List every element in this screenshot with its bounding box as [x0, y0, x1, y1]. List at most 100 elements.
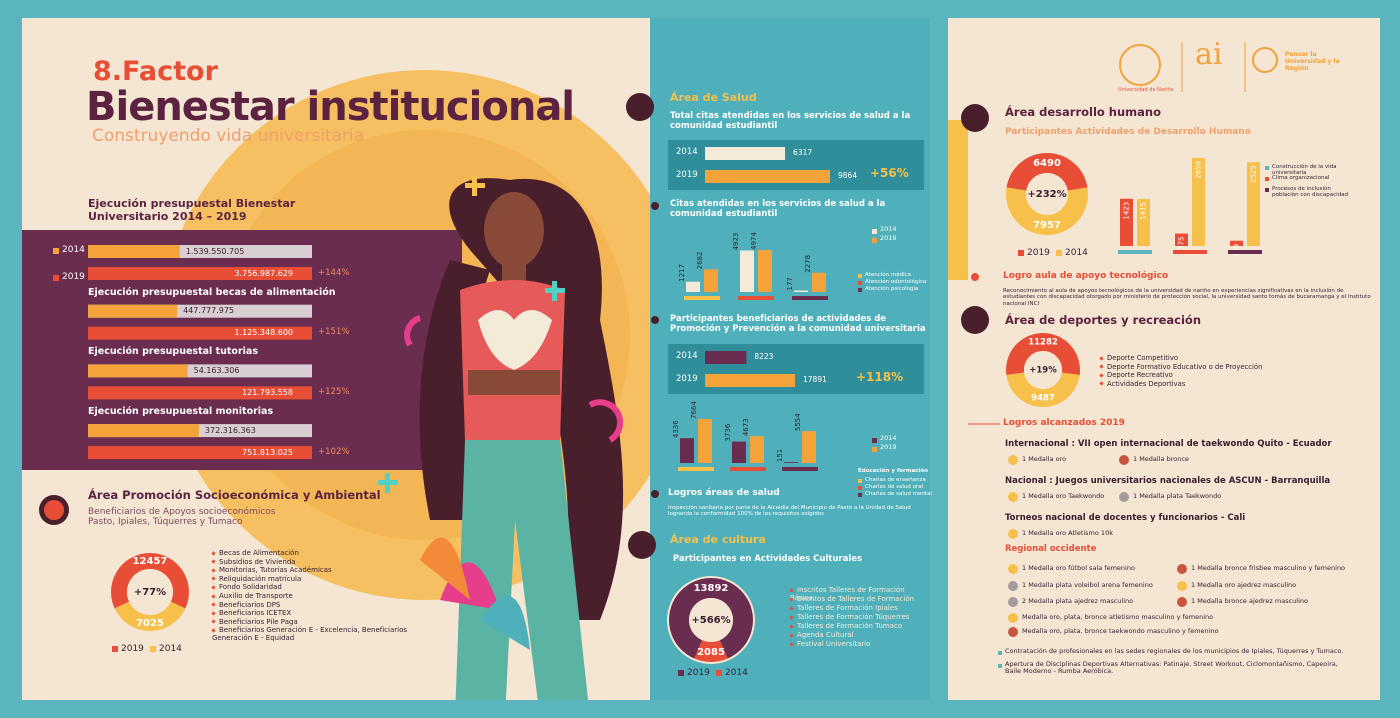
group-title: Ejecución presupuestal tutorias [88, 346, 258, 358]
bar [705, 351, 747, 364]
medal-label: 1 Medalla bronce ajedrez masculino [1191, 597, 1308, 605]
donut-value: 13892 [694, 583, 729, 594]
legend-label: Clima organizacional [1272, 175, 1330, 181]
category-bar [792, 296, 828, 300]
donut-segment [669, 578, 753, 659]
donut-hole [689, 598, 733, 642]
paragraph: Reconocimiento al aula de apoyos tecnoló… [1003, 288, 1371, 307]
legend-swatch [872, 238, 877, 243]
medal [1008, 597, 1018, 607]
list-item: Festival Universitario [790, 640, 925, 648]
list-item: Deporte Competitivo [1100, 354, 1178, 363]
medal [1008, 564, 1018, 574]
legend-swatch [1265, 188, 1269, 192]
bar [740, 250, 754, 292]
legend-swatch [872, 447, 877, 452]
change-label: +151% [318, 327, 350, 338]
strip [948, 120, 968, 280]
list-item: Deporte Recreativo [1100, 371, 1173, 380]
group-title: Internacional : VII open internacional d… [1005, 439, 1332, 449]
bar-value: 17891 [803, 375, 827, 384]
list-item: Agenda Cultural [790, 631, 925, 639]
legend-swatch [112, 646, 118, 652]
bar [705, 147, 786, 160]
year-label: 2014 [676, 351, 698, 361]
legend-label: 2014 [62, 245, 85, 255]
main-title: Bienestar institucional [86, 84, 575, 130]
group-title: Ejecución presupuestal monitorias [88, 406, 274, 418]
category-bar [678, 467, 714, 471]
donut-segment [1006, 187, 1088, 235]
legend-label: 2019 [880, 443, 897, 451]
list-item: Talleres de Formación Túquerres [790, 613, 925, 621]
bar [686, 281, 700, 292]
bar [680, 438, 694, 463]
bar [1175, 233, 1188, 246]
dot [651, 490, 659, 498]
medal [1119, 455, 1129, 465]
note-swatch [998, 651, 1002, 655]
factor: 8.Factor [93, 56, 218, 87]
donut-value: 11282 [1028, 338, 1058, 348]
bar [88, 386, 312, 400]
medal-label: 1 Medalla bronce [1133, 455, 1189, 463]
legend-label: Atención médica [865, 272, 911, 278]
dot [651, 202, 659, 210]
medal [1008, 455, 1018, 465]
dot [971, 273, 979, 281]
list-item: Talleres de Formación Ipiales [790, 604, 925, 612]
medal-label: 1 Medalla oro Taekwondo [1022, 492, 1105, 500]
bar-value: 751.813.025 [242, 447, 293, 457]
legend-label: Charlas de enseñanza [865, 477, 926, 483]
chart-title: Participantes en Actividades Culturales [673, 554, 863, 564]
medal [1008, 581, 1018, 591]
legend-label: 2019 [62, 272, 85, 282]
bar-value: 9864 [838, 171, 858, 180]
bar [88, 304, 178, 318]
bar [784, 462, 798, 463]
donut-change: +566% [691, 615, 730, 626]
legend-label: 2019 [1027, 248, 1050, 258]
category-bar [782, 467, 818, 471]
medal-label: 1 Medalla oro [1022, 455, 1067, 463]
note-swatch [998, 664, 1002, 668]
bar [704, 269, 718, 292]
bar-value: 1.125.348.600 [234, 328, 293, 338]
bar-value: 3.756.987.629 [234, 268, 293, 278]
legend-label: Construcción de la vida universitaria [1272, 164, 1337, 177]
medal-label: Medalla oro, plata, bronce atletismo mas… [1022, 613, 1214, 621]
legend-swatch [858, 479, 862, 483]
category-bar [730, 467, 766, 471]
bar-value: 1.539.550.705 [185, 246, 245, 256]
bar-value: 2682 [696, 252, 704, 270]
bar-value: 372.316.363 [204, 425, 256, 435]
donut-segment [694, 639, 728, 662]
list-item: Actividades Deportivas [1100, 380, 1185, 389]
change-label: +102% [318, 446, 350, 457]
bar-value: 177 [786, 277, 794, 290]
bar-value: 1415 [1140, 202, 1148, 220]
legend-swatch [678, 670, 684, 676]
medal-label: 1 Medalla plata voleibol arena femenino [1022, 581, 1153, 589]
bar-value: 7664 [690, 401, 698, 419]
section-title: Área de deportes y recreación [1005, 313, 1202, 327]
section-title: Logro aula de apoyo tecnológico [1003, 271, 1169, 281]
section-title: Área de Salud [670, 91, 757, 104]
list-item: Auxilio de Transporte [212, 592, 442, 600]
medal-label: 1 Medalla oro fútbol sala femenino [1022, 564, 1135, 572]
change-label: +144% [318, 267, 350, 278]
list-item: Deporte Formativo Educativo o de Proyecc… [1100, 363, 1262, 372]
bar [88, 267, 312, 280]
legend-swatch [858, 493, 862, 497]
legend-label: Charlas de salud mental [865, 491, 932, 497]
face [484, 192, 544, 268]
note: Contratación de profesionales en las sed… [1005, 647, 1344, 655]
bar [812, 272, 826, 292]
bar-value: 6317 [793, 148, 813, 157]
medal [1008, 529, 1018, 539]
legend-swatch [1056, 250, 1062, 256]
legend-swatch [1265, 177, 1269, 181]
bar-value: 4336 [672, 420, 680, 438]
legend-swatch [872, 229, 877, 234]
donut-value: 7957 [1033, 220, 1061, 231]
